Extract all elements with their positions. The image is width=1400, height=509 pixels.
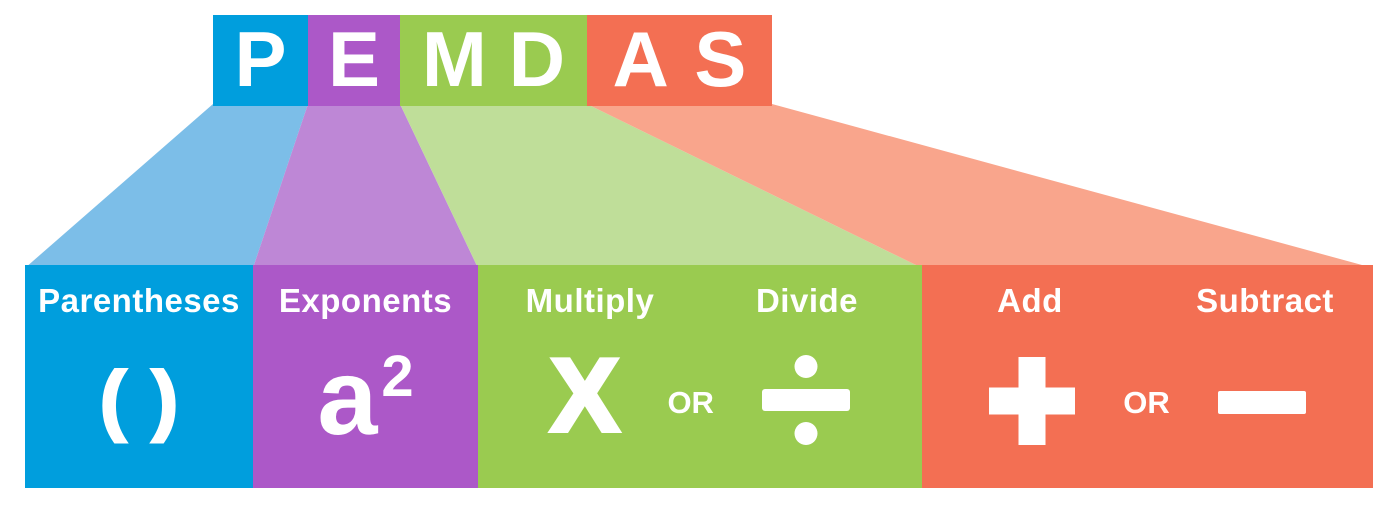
exponent-base: a — [317, 335, 378, 457]
multiply-icon: X — [548, 337, 621, 454]
header-letter-s: S — [694, 14, 747, 103]
exponents-label: Exponents — [278, 282, 453, 319]
parentheses-symbol-area: () — [25, 317, 253, 488]
panel-multiply-divide: Multiply Divide X OR — [478, 265, 922, 488]
minus-icon — [1217, 391, 1306, 414]
divide-icon — [761, 354, 850, 445]
plus-icon — [989, 356, 1076, 445]
header-block-parentheses: P — [213, 15, 308, 106]
exponents-symbol-area: a2 — [253, 317, 478, 488]
subtract-label: Subtract — [1196, 282, 1334, 319]
plus-horizontal-bar — [989, 387, 1076, 414]
panel-add-subtract: Add Subtract OR — [922, 265, 1373, 488]
fan-parentheses — [25, 104, 308, 268]
divide-label: Divide — [755, 282, 859, 319]
exponent-symbol: a2 — [317, 342, 414, 451]
parentheses-label: Parentheses — [38, 282, 240, 319]
divide-bottom-dot — [794, 421, 818, 445]
panel-parentheses: Parentheses () — [25, 265, 253, 488]
add-label: Add — [997, 282, 1063, 319]
multiply-label: Multiply — [525, 282, 655, 319]
header-letter-m: M — [421, 14, 487, 103]
parentheses-symbol: () — [99, 354, 204, 443]
header-letter-p: P — [234, 14, 287, 103]
header-letter-a: A — [612, 14, 669, 103]
or-text: OR — [667, 385, 714, 420]
header-block-multiply-divide: M D — [400, 15, 587, 106]
fan-add-subtract — [587, 104, 1373, 268]
fan-exponents — [253, 104, 478, 268]
multiply-divide-symbol-area: X OR — [478, 317, 922, 488]
divide-top-dot — [794, 354, 818, 378]
header-block-exponents: E — [308, 15, 400, 106]
exponent-superscript: 2 — [381, 343, 414, 409]
header-letter-e: E — [327, 14, 381, 103]
or-text: OR — [1123, 385, 1170, 420]
divide-bar — [761, 388, 850, 411]
header-block-add-subtract: A S — [587, 15, 772, 106]
add-subtract-symbol-area: OR — [922, 317, 1373, 488]
header-letter-d: D — [508, 14, 566, 103]
fan-multiply-divide — [400, 104, 922, 268]
panel-exponents: Exponents a2 — [253, 265, 478, 488]
